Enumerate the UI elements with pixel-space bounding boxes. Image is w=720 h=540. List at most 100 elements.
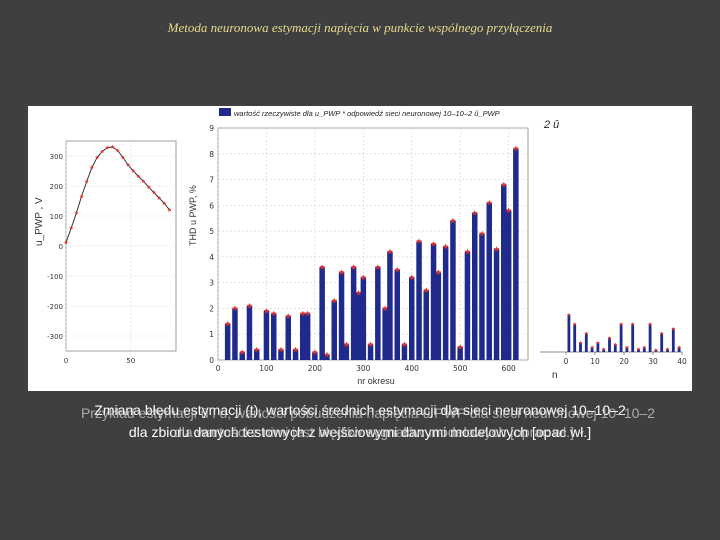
left-voltage-plot: 300 200 100 0 -100 -200 -300 0 50 u_PWP , V xyxy=(28,106,186,391)
thd-marker xyxy=(394,266,401,273)
thd-marker xyxy=(486,199,493,206)
spectrum-marker xyxy=(572,322,577,326)
thd-marker xyxy=(435,269,442,275)
left-data-point xyxy=(167,207,172,212)
left-data-point xyxy=(74,210,79,215)
left-y-axis-label: u_PWP , V xyxy=(34,197,45,246)
slide-title: Metoda neuronowa estymacji napięcia w pu… xyxy=(167,20,553,35)
thd-marker xyxy=(232,305,238,311)
thd-bar xyxy=(409,277,415,360)
thd-marker xyxy=(493,246,500,252)
thd-bar xyxy=(271,313,277,360)
spectrum-marker xyxy=(636,347,641,351)
thd-bar xyxy=(387,251,393,360)
spectrum-marker xyxy=(630,322,635,326)
thd-marker xyxy=(464,248,471,255)
thd-bar xyxy=(416,241,422,360)
middle-thd-chart: wartość rzeczywiste dla u_PWP * odpowied… xyxy=(186,106,536,391)
middle-y-tick-label: 5 xyxy=(209,227,214,236)
thd-marker xyxy=(442,243,449,249)
thd-marker xyxy=(324,351,330,358)
right-x-axis-label: n xyxy=(552,370,558,381)
thd-bar xyxy=(263,311,270,360)
chart-legend: wartość rzeczywiste dla u_PWP * odpowied… xyxy=(234,109,500,118)
thd-marker xyxy=(224,320,231,327)
left-data-point xyxy=(120,155,125,160)
left-data-point xyxy=(151,190,157,195)
middle-x-tick-label: 600 xyxy=(501,364,516,373)
thd-bar xyxy=(493,249,500,360)
middle-x-axis-label: nr okresu xyxy=(357,376,395,386)
thd-marker xyxy=(450,217,456,224)
thd-bar xyxy=(324,354,330,360)
left-data-point xyxy=(63,240,69,245)
thd-marker xyxy=(505,207,512,213)
thd-marker xyxy=(338,269,345,275)
middle-x-tick-label: 500 xyxy=(453,364,468,373)
left-data-point xyxy=(162,201,167,206)
spectrum-marker xyxy=(648,322,652,326)
left-data-point xyxy=(136,174,141,179)
thd-marker xyxy=(319,264,325,270)
thd-marker xyxy=(355,290,362,296)
spectrum-bar xyxy=(642,347,646,352)
thd-bar xyxy=(505,210,512,360)
thd-bar xyxy=(312,352,318,360)
spectrum-marker xyxy=(567,312,571,317)
thd-marker xyxy=(331,297,338,304)
middle-y-tick-label: 3 xyxy=(209,279,214,288)
thd-bar xyxy=(355,293,362,360)
spectrum-marker xyxy=(584,331,589,335)
spectrum-bar xyxy=(660,333,664,352)
thd-bar xyxy=(246,305,253,360)
spectrum-bar xyxy=(677,347,681,352)
thd-marker xyxy=(500,181,507,188)
left-data-point xyxy=(69,225,74,230)
middle-x-tick-label: 100 xyxy=(259,364,274,373)
right-x-tick-label: 0 xyxy=(564,357,569,366)
left-data-point xyxy=(131,168,136,173)
thd-marker xyxy=(479,230,485,237)
caption-overlay-line-1: Przykład estymacji û i u, wartości pobud… xyxy=(80,405,656,421)
spectrum-marker xyxy=(665,347,670,351)
thd-bar xyxy=(430,244,437,360)
thd-bar xyxy=(479,233,485,360)
left-data-point xyxy=(115,148,120,153)
spectrum-bar xyxy=(584,333,588,352)
thd-bar xyxy=(501,184,507,360)
spectrum-bar xyxy=(619,324,623,352)
spectrum-marker xyxy=(654,348,658,352)
thd-bar xyxy=(300,313,306,360)
thd-bar xyxy=(224,323,231,360)
spectrum-marker xyxy=(642,345,647,349)
middle-y-axis-label: THD u PWP, % xyxy=(188,185,198,246)
spectrum-bar xyxy=(625,347,629,352)
middle-x-tick-label: 400 xyxy=(405,364,420,373)
left-data-point xyxy=(126,162,131,167)
spectrum-marker xyxy=(607,336,612,340)
spectrum-marker xyxy=(625,345,629,349)
thd-bar xyxy=(338,272,345,360)
thd-bar xyxy=(239,352,245,360)
middle-y-tick-label: 9 xyxy=(209,124,214,133)
spectrum-bar xyxy=(567,314,571,352)
thd-bar xyxy=(401,344,408,360)
thd-marker xyxy=(253,346,260,353)
left-data-point xyxy=(157,195,162,200)
thd-bar xyxy=(472,213,478,360)
middle-y-tick-label: 6 xyxy=(209,201,214,210)
thd-bar xyxy=(343,344,350,360)
thd-marker xyxy=(239,349,246,355)
thd-bar xyxy=(394,269,400,360)
thd-bar xyxy=(382,308,388,360)
thd-marker xyxy=(343,341,350,347)
middle-x-tick-label: 0 xyxy=(216,364,221,373)
thd-marker xyxy=(270,310,277,316)
thd-bar xyxy=(360,277,367,360)
spectrum-marker xyxy=(590,345,594,349)
thd-marker xyxy=(292,346,299,353)
spectrum-bar xyxy=(608,338,611,352)
thd-bar xyxy=(350,267,357,360)
thd-bar xyxy=(278,349,284,360)
middle-y-tick-label: 7 xyxy=(209,176,214,185)
